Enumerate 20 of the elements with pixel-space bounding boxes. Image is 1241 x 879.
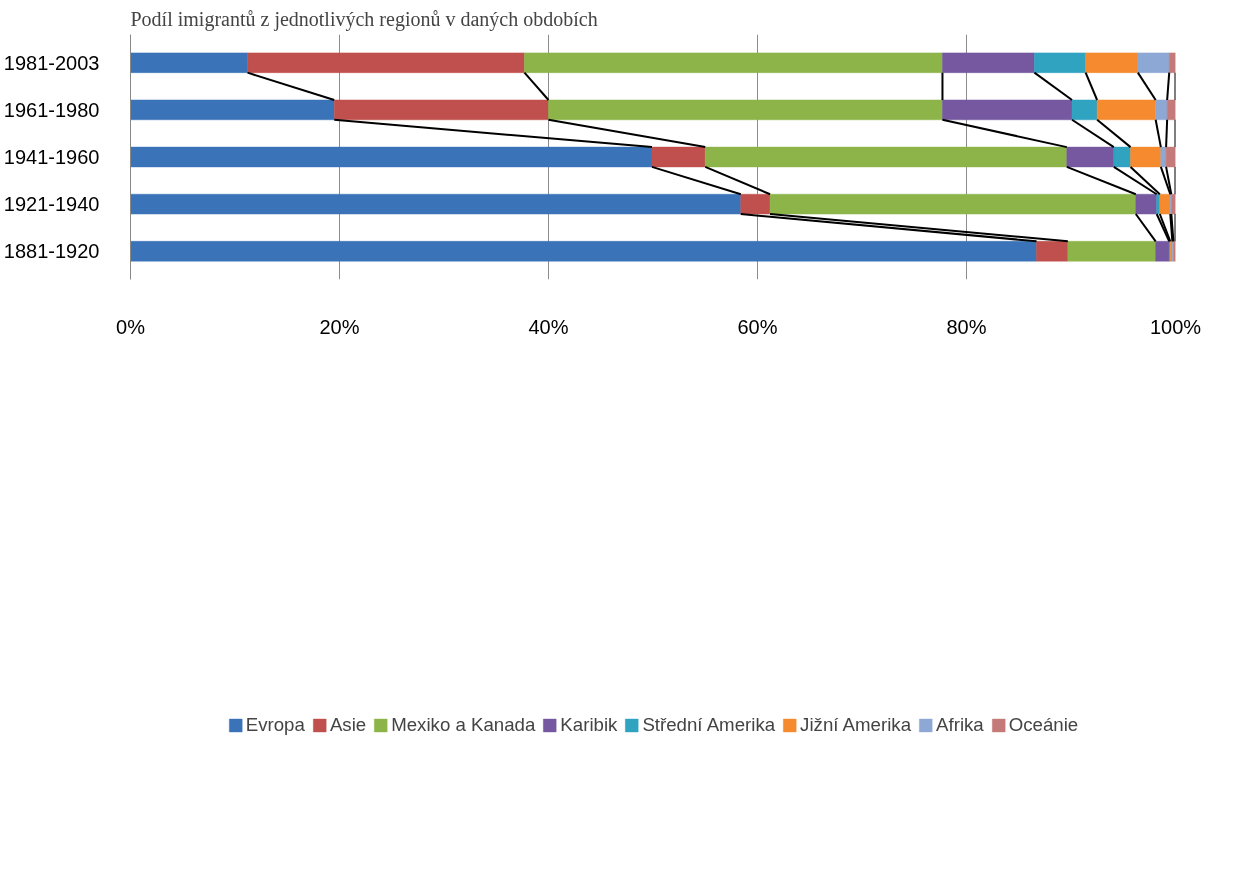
x-tick-label: 60% xyxy=(737,315,778,338)
legend-label: Střední Amerika xyxy=(642,713,776,736)
y-tick-label: 1941-1960 xyxy=(3,146,100,168)
x-tick-label: 40% xyxy=(528,315,569,338)
legend-label: Mexiko a Kanada xyxy=(391,713,536,736)
x-tick-label: 0% xyxy=(116,315,146,338)
legend-label: Oceánie xyxy=(1008,713,1079,736)
y-tick-label: 1921-1940 xyxy=(3,193,100,216)
x-tick-label: 20% xyxy=(319,315,360,338)
chart-title: Podíl imigrantů z jednotlivých regionů v daných obdobích xyxy=(130,7,598,31)
x-tick-label: 100% xyxy=(1149,315,1202,338)
legend-label: Jižní Amerika xyxy=(800,713,912,736)
x-tick-label: 80% xyxy=(946,315,987,338)
legend-label: Karibik xyxy=(560,713,618,736)
legend-label: Asie xyxy=(329,713,367,736)
y-tick-label: 1881-1920 xyxy=(3,240,100,263)
y-tick-label: 1961-1980 xyxy=(3,98,100,121)
legend-label: Afrika xyxy=(936,713,984,736)
y-tick-label: 1981-2003 xyxy=(3,51,100,74)
legend-label: Evropa xyxy=(245,713,305,736)
